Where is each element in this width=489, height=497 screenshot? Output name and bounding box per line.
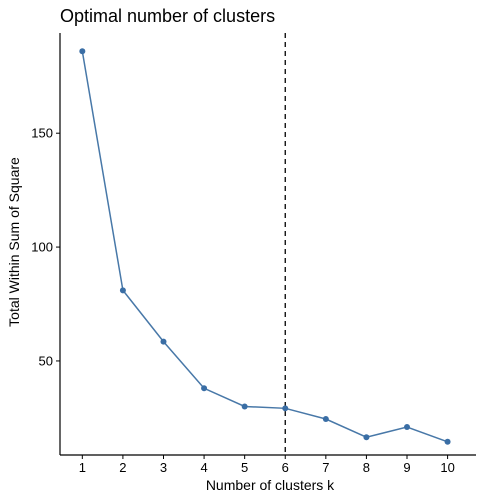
- x-tick-label: 8: [363, 460, 370, 475]
- x-tick-label: 9: [403, 460, 410, 475]
- data-point: [444, 438, 451, 445]
- x-tick-label: 1: [79, 460, 86, 475]
- y-tick-label: 50: [39, 353, 53, 368]
- y-tick-label: 100: [31, 240, 53, 255]
- data-point: [363, 434, 370, 441]
- x-tick-label: 3: [160, 460, 167, 475]
- x-axis-label: Number of clusters k: [206, 477, 335, 493]
- series-layer: [79, 48, 451, 445]
- data-point: [322, 416, 329, 423]
- chart-title: Optimal number of clusters: [60, 6, 275, 26]
- y-tick-label: 150: [31, 126, 53, 141]
- y-axis-label: Total Within Sum of Square: [6, 157, 22, 327]
- data-point: [79, 48, 86, 55]
- data-point: [404, 423, 411, 430]
- data-point: [119, 287, 126, 294]
- data-point: [241, 403, 248, 410]
- data-point: [201, 385, 208, 392]
- x-tick-label: 6: [282, 460, 289, 475]
- series-line: [81, 51, 448, 443]
- y-axis: 50 100 150: [31, 33, 61, 455]
- x-tick-label: 2: [119, 460, 126, 475]
- x-tick-label: 4: [200, 460, 207, 475]
- data-point: [282, 405, 289, 412]
- x-tick-label: 5: [241, 460, 248, 475]
- data-point: [160, 338, 167, 345]
- x-tick-label: 10: [440, 460, 454, 475]
- x-tick-label: 7: [322, 460, 329, 475]
- x-axis: 1 2 3 4 5 6 7 8 9 10: [60, 454, 476, 475]
